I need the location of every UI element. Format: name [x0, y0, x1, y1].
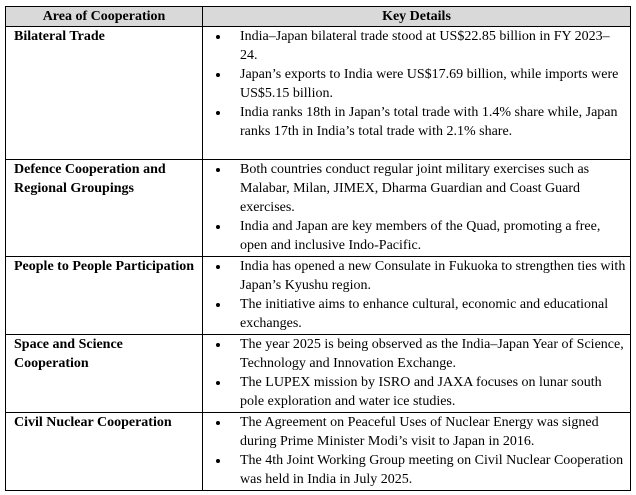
- table-row: People to People Participation India has …: [5, 256, 631, 335]
- detail-item: The initiative aims to enhance cultural,…: [230, 295, 626, 333]
- cooperation-table: Area of Cooperation Key Details Bilatera…: [5, 6, 631, 491]
- detail-item: India ranks 18th in Japan’s total trade …: [230, 103, 626, 141]
- table-row: Space and Science Cooperation The year 20…: [5, 334, 631, 413]
- detail-item: India has opened a new Consulate in Fuku…: [230, 257, 626, 295]
- header-cell: Area of Cooperation: [5, 6, 203, 27]
- table-row: Bilateral Trade India–Japan bilateral tra…: [5, 26, 631, 160]
- detail-item: The LUPEX mission by ISRO and JAXA focus…: [230, 373, 626, 411]
- table-row: Defence Cooperation and Regional Groupin…: [5, 159, 631, 257]
- area-cell: People to People Participation: [5, 256, 203, 335]
- detail-item: Both countries conduct regular joint mil…: [230, 160, 626, 217]
- area-cell: Defence Cooperation and Regional Groupin…: [5, 159, 203, 257]
- detail-list: India–Japan bilateral trade stood at US$…: [203, 27, 626, 141]
- detail-item: The Agreement on Peaceful Uses of Nuclea…: [230, 413, 626, 451]
- detail-list: Both countries conduct regular joint mil…: [203, 160, 626, 255]
- detail-item: India and Japan are key members of the Q…: [230, 217, 626, 255]
- area-cell: Civil Nuclear Cooperation: [5, 412, 203, 491]
- details-cell: Both countries conduct regular joint mil…: [202, 159, 631, 257]
- detail-item: The year 2025 is being observed as the I…: [230, 335, 626, 373]
- detail-item: India–Japan bilateral trade stood at US$…: [230, 27, 626, 65]
- detail-list: The Agreement on Peaceful Uses of Nuclea…: [203, 413, 626, 489]
- table-body: Bilateral Trade India–Japan bilateral tra…: [5, 26, 631, 491]
- details-cell: India has opened a new Consulate in Fuku…: [202, 256, 631, 335]
- detail-item: Japan’s exports to India were US$17.69 b…: [230, 65, 626, 103]
- detail-list: India has opened a new Consulate in Fuku…: [203, 257, 626, 333]
- detail-list: The year 2025 is being observed as the I…: [203, 335, 626, 411]
- details-cell: The Agreement on Peaceful Uses of Nuclea…: [202, 412, 631, 491]
- details-cell: India–Japan bilateral trade stood at US$…: [202, 26, 631, 160]
- detail-item: The 4th Joint Working Group meeting on C…: [230, 451, 626, 489]
- details-cell: The year 2025 is being observed as the I…: [202, 334, 631, 413]
- area-cell: Bilateral Trade: [5, 26, 203, 160]
- area-cell: Space and Science Cooperation: [5, 334, 203, 413]
- header-cell: Key Details: [202, 6, 631, 27]
- header-row: Area of Cooperation Key Details: [5, 6, 631, 27]
- table-row: Civil Nuclear Cooperation The Agreement o…: [5, 412, 631, 491]
